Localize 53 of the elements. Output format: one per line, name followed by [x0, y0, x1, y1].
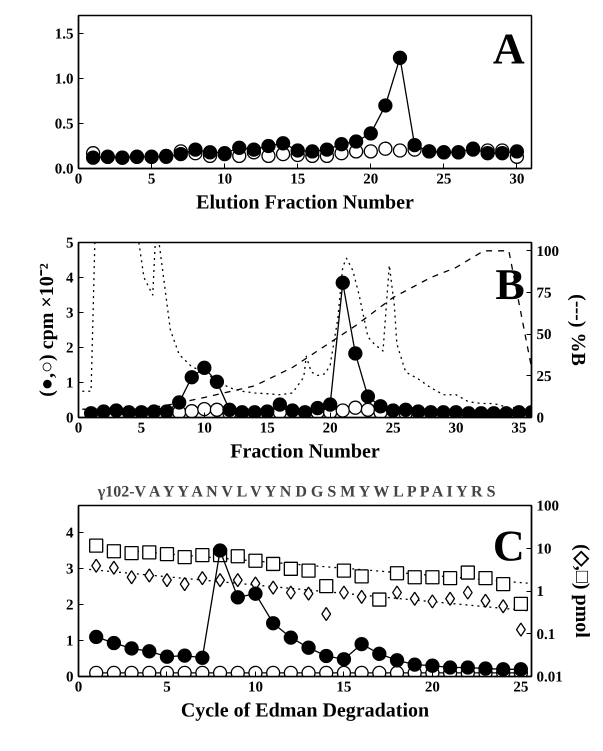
x-tick-label: 30 — [509, 172, 524, 188]
x-tick-label: 10 — [196, 420, 212, 436]
x-tick-label: 25 — [436, 172, 452, 188]
y2-tick-label: 0.01 — [536, 670, 563, 686]
x-tick-label: 5 — [163, 680, 171, 696]
y-tick-label: 5 — [66, 236, 74, 252]
y-axis-title: (●,○) cpm ×10⁻² — [36, 263, 58, 397]
y2-tick-label: 50 — [536, 327, 552, 344]
x-tick-label: 20 — [322, 420, 338, 436]
y2-tick-label: 0 — [536, 410, 544, 426]
y2-tick-label: 25 — [536, 368, 552, 385]
x-tick-label: 20 — [363, 172, 378, 188]
x-tick-label: 35 — [511, 420, 526, 436]
x-tick-label: 20 — [424, 680, 440, 696]
x-tick-label: 5 — [138, 420, 146, 436]
x-axis-title: Elution Fraction Number — [196, 192, 414, 214]
y2-axis-title: (---) %B — [567, 294, 589, 366]
y-tick-label: 0.0 — [54, 162, 74, 178]
x-axis-title: Cycle of Edman Degradation — [180, 700, 430, 722]
x-tick-label: 10 — [248, 680, 263, 696]
y-tick-label: 1 — [66, 376, 74, 392]
y-tick-label: 4 — [66, 526, 74, 542]
y-tick-label: 4 — [66, 270, 74, 286]
y2-tick-label: 100 — [536, 244, 559, 260]
chart-title: γ102-V A Y Y A N V L V Y N D G S M Y W L P P A I Y R S — [96, 484, 496, 500]
y-tick-label: 2 — [66, 598, 74, 614]
x-axis-title: Fraction Number — [230, 440, 380, 462]
x-tick-label: 25 — [386, 420, 401, 436]
y-tick-label: 1 — [66, 634, 74, 650]
y-tick-label: 3 — [66, 306, 74, 322]
x-tick-label: 5 — [148, 172, 156, 188]
x-tick-label: 30 — [448, 420, 464, 436]
x-tick-label: 25 — [513, 680, 528, 696]
x-tick-label: 10 — [217, 172, 232, 188]
y-tick-label: 1.5 — [54, 26, 74, 42]
y2-tick-label: 75 — [536, 286, 552, 302]
y2-tick-label: 0.1 — [536, 626, 556, 643]
annotation: A — [492, 24, 525, 74]
y-tick-label: 0.5 — [54, 116, 74, 132]
y2-tick-label: 1 — [536, 584, 544, 600]
y2-tick-label: 100 — [536, 498, 559, 514]
y2-axis-title: (◇,□) pmol — [570, 544, 593, 638]
y-tick-label: 3 — [66, 562, 74, 578]
y-tick-label: 0 — [66, 410, 74, 426]
annotation: C — [492, 521, 525, 570]
y-tick-label: 1.0 — [54, 72, 74, 88]
x-tick-label: 15 — [260, 420, 275, 436]
x-tick-label: 15 — [290, 172, 306, 188]
x-tick-label: 15 — [336, 680, 352, 696]
y-tick-label: 2 — [66, 340, 74, 356]
y2-tick-label: 10 — [536, 541, 552, 558]
y-tick-label: 0 — [66, 670, 74, 686]
annotation: B — [495, 260, 525, 309]
